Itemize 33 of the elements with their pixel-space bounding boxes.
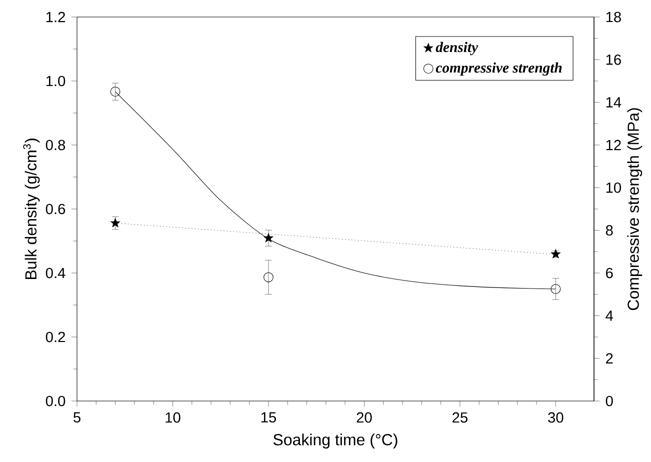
- y-tick-label: 0.0: [46, 396, 66, 406]
- y-tick-label: 0.4: [46, 268, 66, 278]
- legend-label: compressive strength: [436, 62, 562, 76]
- y2-tick-label: 2: [606, 353, 613, 364]
- y2-tick-label: 0: [606, 396, 613, 406]
- x-tick-label: 5: [74, 412, 80, 423]
- y-tick-label: 1.2: [46, 12, 65, 22]
- x-tick-label: 30: [548, 412, 564, 423]
- x-tick-label: 10: [166, 412, 180, 423]
- y2-axis-title: Compressive strength (MPa): [627, 108, 642, 310]
- y-axis-title: Bulk density (g/cm$^{3}$): [23, 138, 40, 279]
- legend-label: density: [436, 42, 478, 56]
- y-tick-label: 0.6: [46, 204, 66, 214]
- y-tick-label: 0.8: [46, 140, 66, 150]
- point: [264, 233, 274, 242]
- y-tick-label: 0.2: [46, 332, 65, 342]
- point: [110, 218, 120, 228]
- x-tick-label: 15: [261, 412, 276, 423]
- y2-tick-label: 4: [606, 310, 614, 321]
- x-tick-label: 25: [452, 412, 468, 423]
- y2-tick-label: 8: [606, 225, 613, 236]
- point: [550, 284, 561, 294]
- y2-tick-label: 18: [606, 12, 621, 22]
- x-axis-title: Soaking time (°C): [273, 434, 398, 449]
- point: [110, 86, 120, 97]
- y2-tick-label: 12: [606, 140, 621, 150]
- y-tick-label: 1.0: [46, 76, 66, 86]
- y2-tick-label: 16: [606, 54, 621, 65]
- y2-tick-label: 10: [606, 182, 622, 193]
- y2-tick-label: 6: [606, 268, 613, 278]
- point: [264, 272, 274, 282]
- x-tick-label: 20: [356, 412, 372, 423]
- y2-tick-label: 14: [606, 97, 622, 108]
